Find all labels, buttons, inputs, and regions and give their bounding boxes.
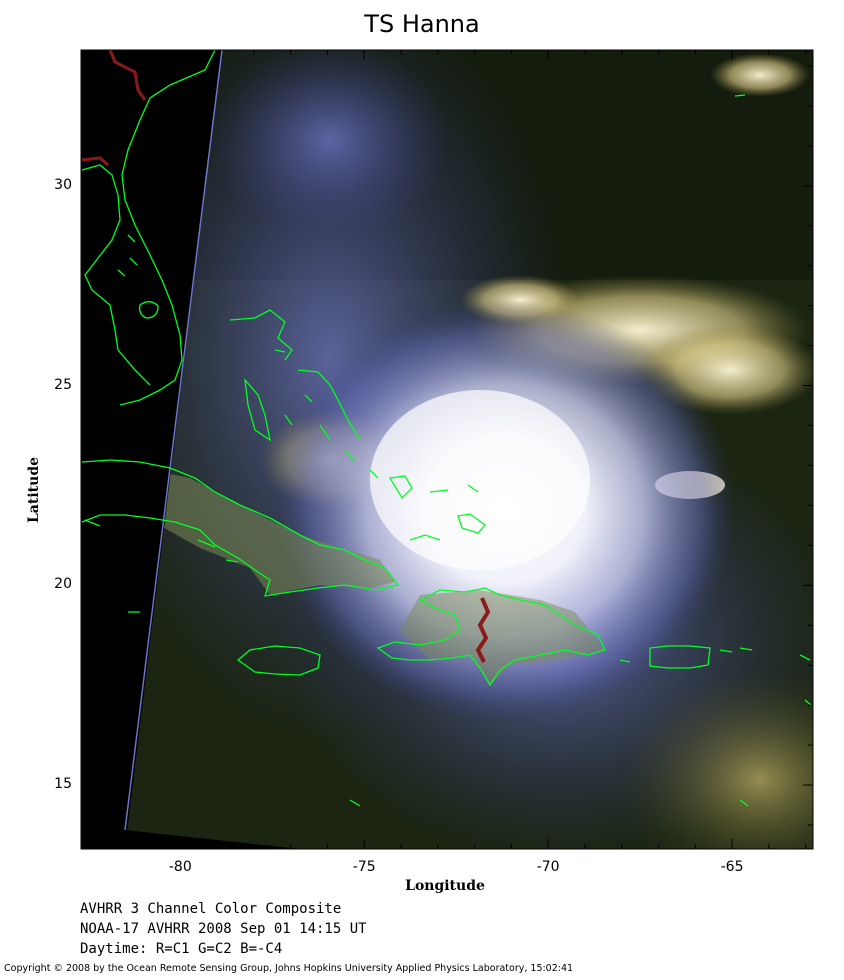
x-tick-label: -65 xyxy=(720,859,744,875)
bahamas-south xyxy=(388,475,479,500)
y-tick-label: 25 xyxy=(54,376,72,393)
bahamas-cays xyxy=(274,349,379,479)
florida-lakes xyxy=(117,234,138,277)
no-data-region xyxy=(81,50,222,849)
florida-alabama-border xyxy=(81,156,109,167)
political-borders xyxy=(81,50,491,663)
plot-frame xyxy=(80,49,814,850)
y-axis-label: Latitude xyxy=(26,456,42,524)
x-axis-label: Longitude xyxy=(405,878,485,894)
florida-east-coast xyxy=(119,50,216,406)
y-tick-label: 15 xyxy=(54,776,72,793)
x-tick-label: -75 xyxy=(352,859,376,875)
lake-okeechobee xyxy=(138,301,159,319)
haiti-dominican-border xyxy=(475,597,491,663)
florida-west-coast xyxy=(81,164,151,386)
coastlines xyxy=(81,50,813,807)
small-islands xyxy=(128,611,749,807)
info-line-product: AVHRR 3 Channel Color Composite xyxy=(80,901,342,917)
sunglint xyxy=(620,670,813,849)
georgia-alabama-border xyxy=(108,50,147,101)
jamaica-coast xyxy=(236,645,321,676)
hispaniola-coast xyxy=(376,587,606,687)
cloud-cluster-ne xyxy=(710,53,810,97)
info-line-satellite: NOAA-17 AVHRR 2008 Sep 01 14:15 UT xyxy=(80,921,367,937)
copyright-notice: Copyright © 2008 by the Ocean Remote Sen… xyxy=(4,963,574,974)
storm-central-dense-overcast xyxy=(370,390,590,570)
bermuda xyxy=(734,94,746,97)
bahamas-andros xyxy=(244,377,271,442)
x-tick-label: -70 xyxy=(536,859,560,875)
bahamas-abaco xyxy=(229,309,293,361)
inagua xyxy=(409,534,441,541)
y-tick-label: 30 xyxy=(54,176,72,193)
blue-haze-north xyxy=(210,50,450,240)
cuba-coast xyxy=(81,459,400,597)
turks-caicos xyxy=(457,513,486,534)
no-data-corner xyxy=(125,830,300,849)
y-tick-label: 20 xyxy=(54,576,72,593)
x-tick-label: -80 xyxy=(168,859,192,875)
bahamas-eleuthera xyxy=(297,369,361,441)
axis-ticks xyxy=(81,50,813,849)
swath-edge xyxy=(124,50,223,831)
virgin-islands xyxy=(619,647,813,707)
map-title: TS Hanna xyxy=(364,10,480,38)
puerto-rico-coast xyxy=(649,645,711,669)
cuba-keys xyxy=(84,519,239,563)
info-line-channels: Daytime: R=C1 G=C2 B=-C4 xyxy=(80,941,283,957)
